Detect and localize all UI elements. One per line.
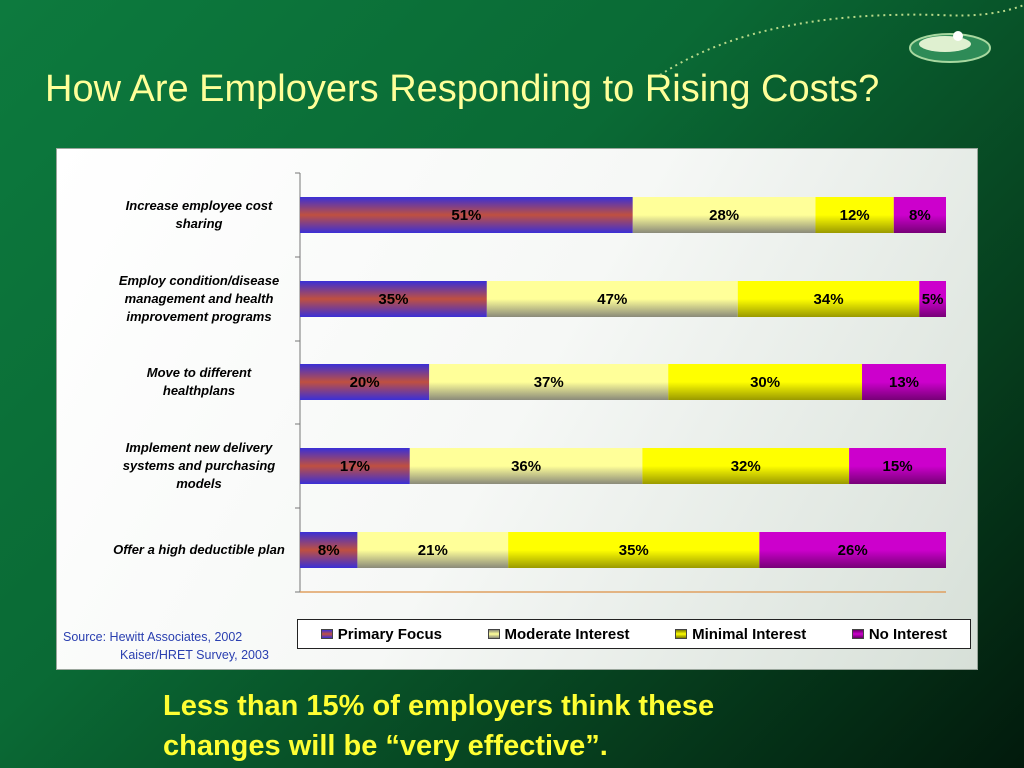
caption-line-1: Less than 15% of employers think these bbox=[163, 690, 715, 722]
legend-swatch-minimal-interest bbox=[675, 629, 688, 639]
legend-label-minimal-interest: Minimal Interest bbox=[692, 625, 807, 643]
legend-label-no-interest: No Interest bbox=[868, 625, 948, 643]
decorative-logo bbox=[659, 4, 1024, 76]
legend-label-primary-focus: Primary Focus bbox=[337, 625, 442, 643]
data-label: 21% bbox=[418, 542, 448, 559]
bar-segment bbox=[508, 532, 760, 568]
legend-swatch-moderate-interest bbox=[487, 629, 500, 639]
category-label-line: Implement new delivery bbox=[126, 440, 273, 455]
data-label: 35% bbox=[619, 542, 649, 559]
bar-segment bbox=[300, 532, 358, 568]
category-label-line: healthplans bbox=[163, 383, 235, 398]
data-label: 47% bbox=[597, 291, 627, 308]
bar-segment bbox=[300, 281, 487, 317]
category-label-line: management and health bbox=[125, 291, 274, 306]
bar-segment bbox=[862, 364, 946, 400]
source-line-1: Source: Hewitt Associates, 2002 bbox=[63, 630, 243, 644]
category-label: Implement new delivery systems and purcha… bbox=[123, 440, 275, 491]
source-line-2: Kaiser/HRET Survey, 2003 bbox=[120, 648, 269, 662]
data-label: 26% bbox=[838, 542, 868, 559]
data-label: 13% bbox=[889, 374, 919, 391]
chart-legend: Primary Focus Moderate Interest Minimal … bbox=[297, 619, 971, 649]
category-label-line: Offer a high deductible plan bbox=[113, 542, 285, 557]
data-label: 8% bbox=[318, 542, 340, 559]
legend-item-no-interest: No Interest bbox=[851, 625, 948, 643]
data-label: 15% bbox=[883, 458, 913, 475]
category-label-line: sharing bbox=[176, 216, 223, 231]
bar-segment bbox=[632, 197, 816, 233]
data-label: 37% bbox=[534, 374, 564, 391]
source-note: Source: Hewitt Associates, 2002 Kaiser/H… bbox=[63, 628, 269, 664]
legend-item-primary-focus: Primary Focus bbox=[320, 625, 442, 643]
data-label: 8% bbox=[909, 207, 931, 224]
legend-item-minimal-interest: Minimal Interest bbox=[675, 626, 806, 643]
bar-segment bbox=[642, 448, 850, 484]
bar-segment bbox=[300, 364, 430, 400]
category-label: Offer a high deductible plan bbox=[113, 542, 285, 557]
bar-segment bbox=[486, 281, 738, 317]
legend-swatch-primary-focus bbox=[320, 629, 333, 639]
legend-label-moderate-interest: Moderate Interest bbox=[504, 625, 630, 643]
data-label: 30% bbox=[750, 374, 780, 391]
bar-segment bbox=[300, 448, 410, 484]
category-label-line: models bbox=[176, 476, 222, 491]
bar-segment bbox=[849, 448, 946, 484]
bar-segment bbox=[893, 197, 946, 233]
legend-item-moderate-interest: Moderate Interest bbox=[487, 625, 630, 643]
data-label: 12% bbox=[840, 207, 870, 224]
legend-swatch-no-interest bbox=[851, 629, 864, 639]
slide-caption: Less than 15% of employers think these c… bbox=[163, 686, 714, 766]
data-label: 20% bbox=[350, 374, 380, 391]
category-label: Employ condition/disease management and h… bbox=[119, 273, 279, 324]
bar-segment bbox=[919, 281, 946, 317]
caption-line-2: changes will be “very effective”. bbox=[163, 730, 608, 762]
category-label-line: improvement programs bbox=[126, 309, 271, 324]
category-label-line: Employ condition/disease bbox=[119, 273, 279, 288]
chart-panel: 51% 28% 12% 8% Increase employee cost sharing… bbox=[56, 148, 978, 670]
data-label: 35% bbox=[378, 291, 408, 308]
bar-segment bbox=[357, 532, 509, 568]
stacked-bar-chart: 51% 28% 12% 8% Increase employee cost sharing… bbox=[113, 172, 946, 593]
bar-segment bbox=[737, 281, 920, 317]
data-label: 51% bbox=[451, 207, 481, 224]
category-label-line: Increase employee cost bbox=[126, 198, 273, 213]
data-label: 28% bbox=[709, 207, 739, 224]
bar-segment bbox=[409, 448, 643, 484]
data-label: 32% bbox=[731, 458, 761, 475]
bar-segment bbox=[815, 197, 894, 233]
category-label: Move to different healthplans bbox=[147, 365, 252, 398]
data-label: 36% bbox=[511, 458, 541, 475]
data-label: 34% bbox=[814, 291, 844, 308]
data-label: 5% bbox=[922, 291, 944, 308]
slide-title: How Are Employers Responding to Rising C… bbox=[45, 68, 880, 110]
bar-segment bbox=[668, 364, 863, 400]
bar-segment bbox=[300, 197, 633, 233]
category-label: Increase employee cost sharing bbox=[126, 198, 273, 231]
bar-segment bbox=[429, 364, 669, 400]
category-label-line: Move to different bbox=[147, 365, 252, 380]
category-label-line: systems and purchasing bbox=[123, 458, 275, 473]
data-label: 17% bbox=[340, 458, 370, 475]
bar-segment bbox=[759, 532, 946, 568]
